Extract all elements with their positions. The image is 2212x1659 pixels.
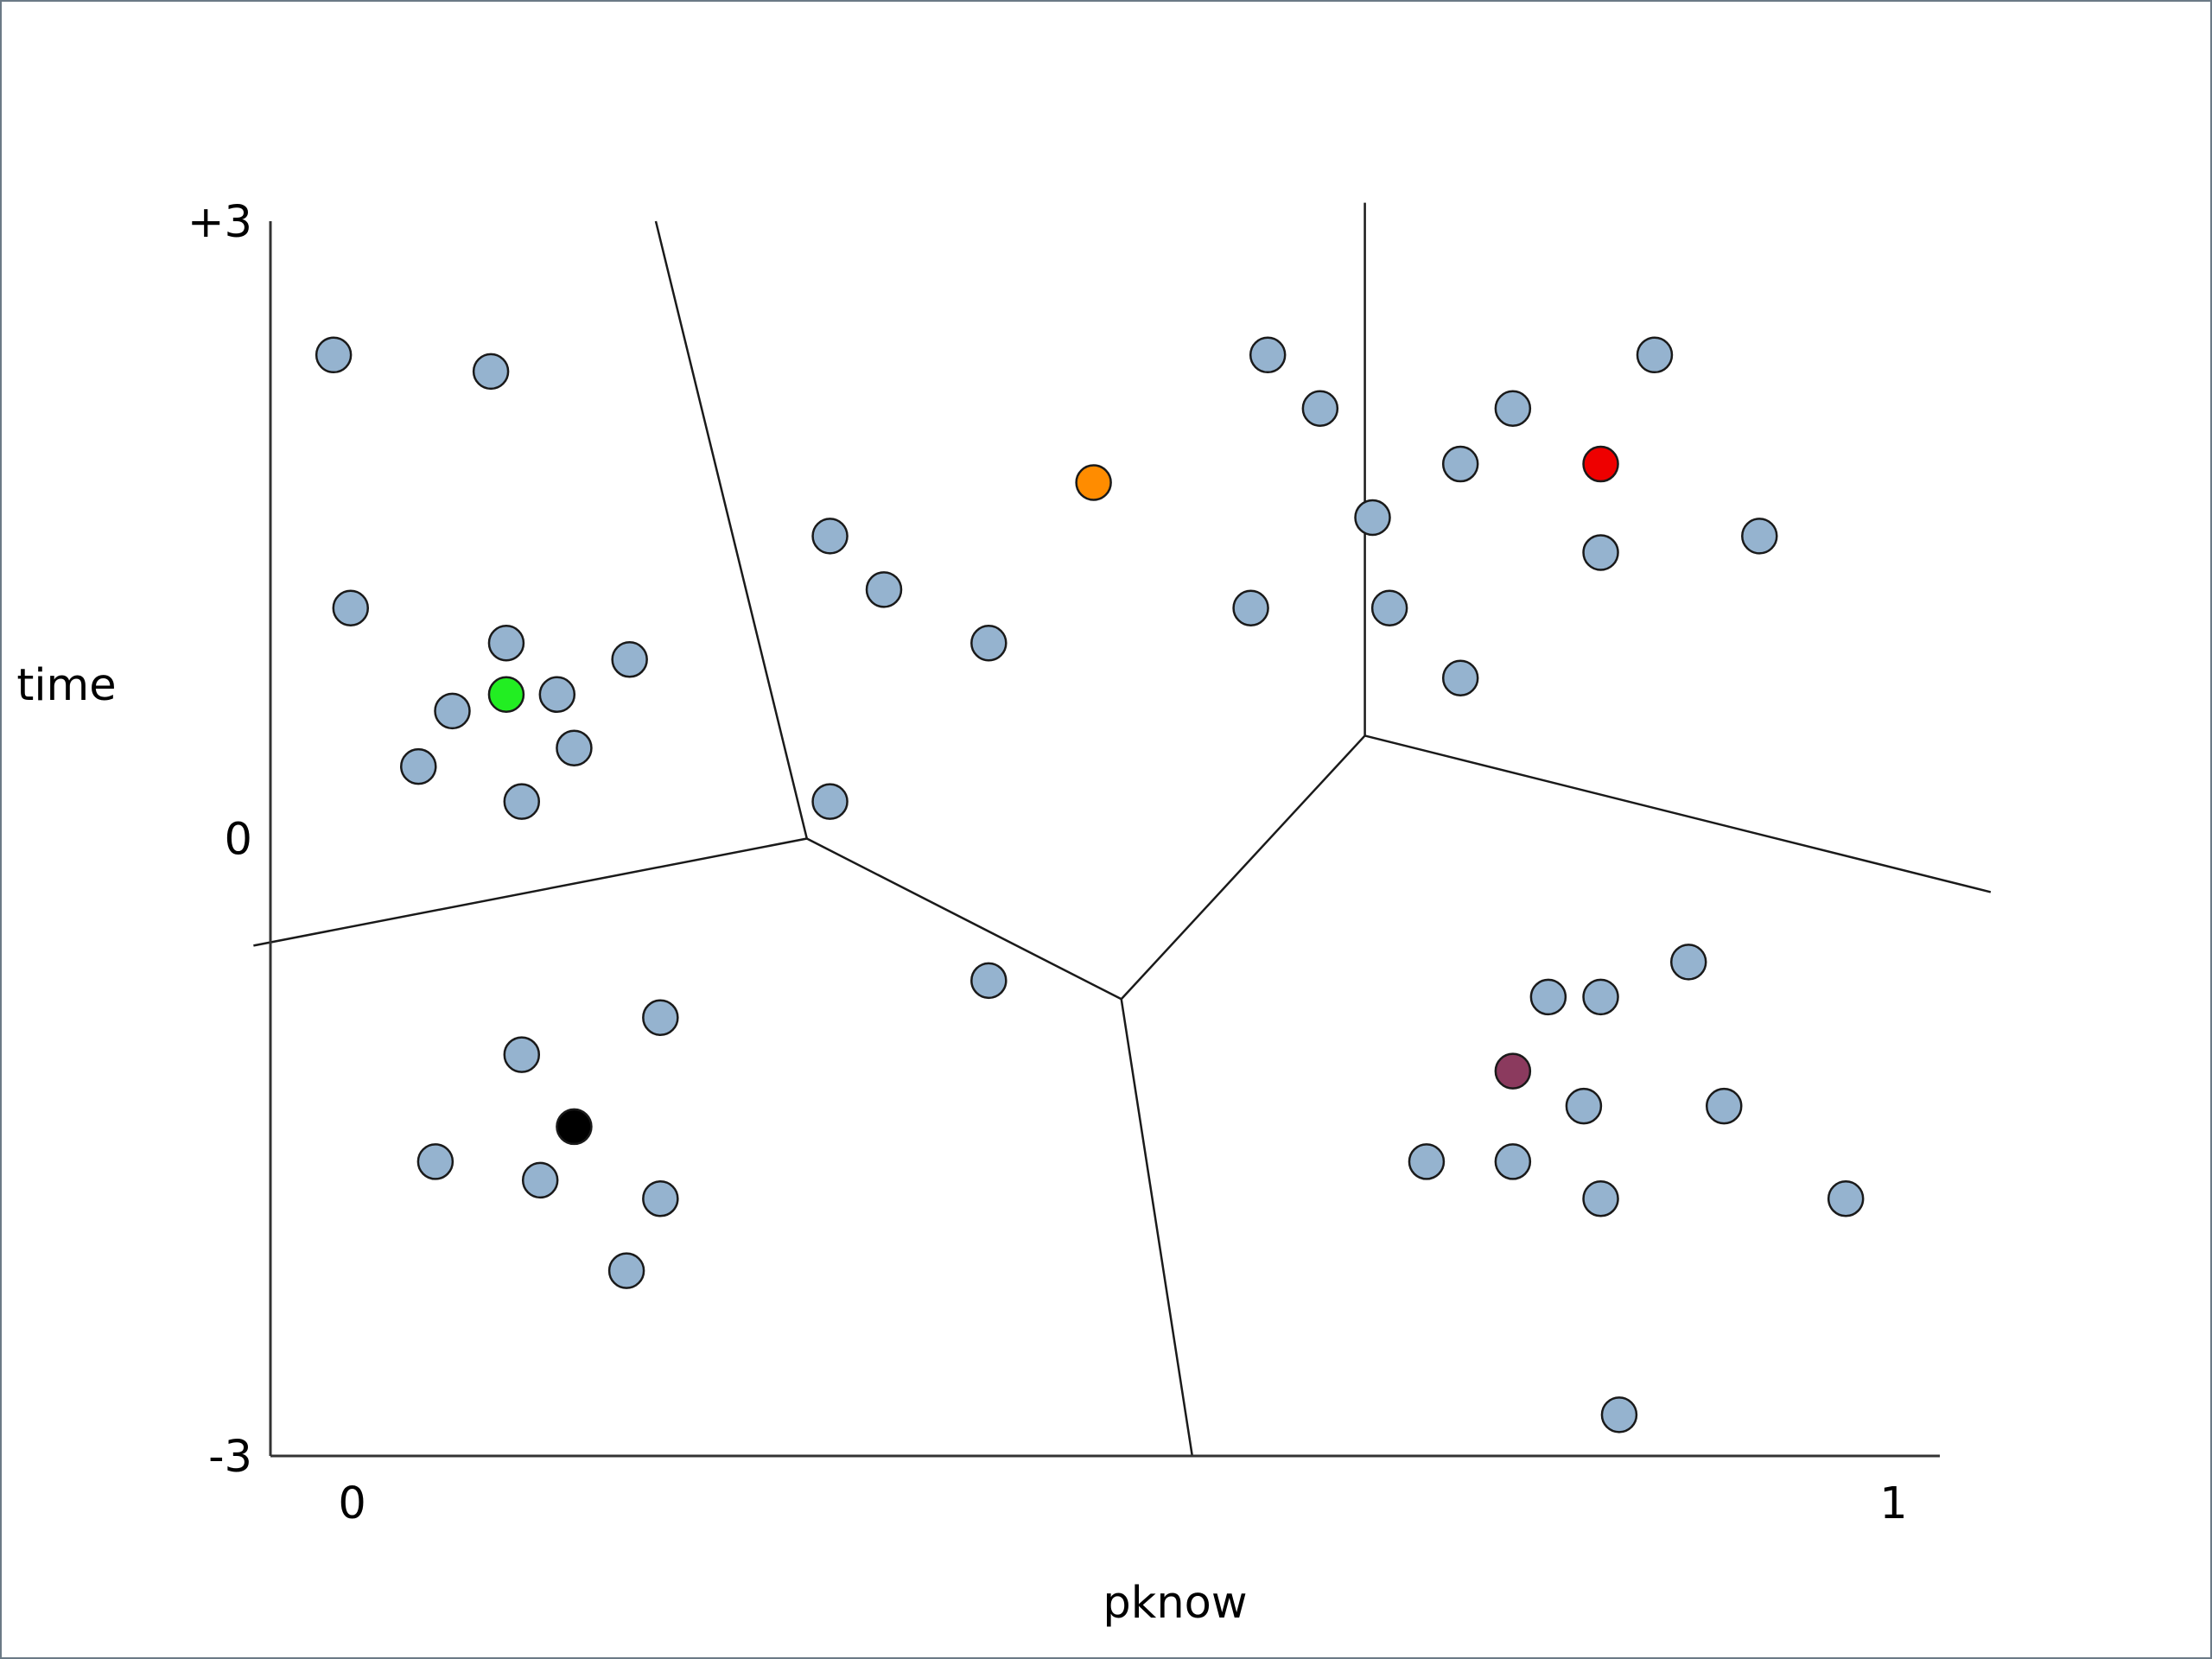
x-tick-label: 1 — [1879, 1478, 1907, 1529]
centroid-point — [556, 1108, 593, 1146]
centroid-point — [487, 676, 525, 714]
x-axis-label: pknow — [1103, 1578, 1247, 1629]
data-point — [1600, 1396, 1638, 1433]
y-tick-label: -3 — [208, 1432, 252, 1483]
data-point — [1249, 336, 1287, 374]
boundary-line-3 — [1120, 999, 1194, 1457]
data-point — [1494, 390, 1532, 427]
centroid-point — [1582, 445, 1619, 483]
data-point — [556, 729, 593, 766]
data-point — [1827, 1180, 1865, 1217]
centroid-point — [1075, 464, 1112, 501]
data-point — [1232, 589, 1269, 627]
data-point — [472, 353, 510, 391]
boundary-line-1 — [253, 837, 808, 947]
voronoi-boundaries — [253, 202, 1992, 1457]
data-point — [1705, 1087, 1743, 1125]
data-points — [315, 336, 1865, 1433]
data-point — [611, 641, 648, 678]
data-point — [315, 336, 353, 374]
axes — [269, 221, 1940, 1458]
data-point — [1636, 336, 1674, 374]
data-point — [1408, 1143, 1446, 1180]
data-point — [811, 518, 849, 555]
y-tick-label: +3 — [188, 197, 252, 248]
data-point — [400, 747, 437, 785]
data-point — [1354, 499, 1391, 537]
data-point — [811, 783, 849, 820]
cluster-centroids — [487, 445, 1619, 1146]
boundary-line-0 — [654, 220, 809, 839]
data-point — [503, 1036, 541, 1073]
data-point — [642, 1180, 679, 1217]
y-tick-label: 0 — [225, 815, 252, 866]
data-point — [1441, 659, 1479, 696]
data-point — [970, 962, 1007, 1000]
data-point — [1582, 534, 1619, 571]
data-point — [1582, 978, 1619, 1016]
data-point — [1669, 944, 1707, 981]
data-point — [416, 1143, 454, 1180]
data-point — [332, 589, 370, 627]
data-point — [865, 571, 903, 608]
data-point — [970, 624, 1007, 662]
data-point — [538, 676, 576, 714]
boundary-line-6 — [1364, 734, 1992, 893]
x-tick-label: 0 — [338, 1478, 365, 1529]
boundary-line-2 — [806, 837, 1122, 1001]
data-point — [1529, 978, 1567, 1016]
y-axis-label: time — [16, 660, 116, 711]
data-point — [1301, 390, 1339, 427]
data-point — [1565, 1087, 1603, 1125]
data-point — [607, 1252, 645, 1289]
tick-labels: +3 0 -3 0 1 — [188, 197, 1908, 1529]
data-point — [521, 1161, 559, 1199]
data-point — [1582, 1180, 1619, 1217]
boundary-line-4 — [1120, 734, 1366, 1001]
centroid-point — [1494, 1052, 1532, 1090]
data-point — [1494, 1143, 1532, 1180]
data-point — [487, 624, 525, 662]
data-point — [1370, 589, 1408, 627]
data-point — [642, 999, 679, 1036]
data-point — [1441, 445, 1479, 483]
data-point — [434, 692, 471, 730]
data-point — [503, 783, 541, 820]
data-point — [1741, 518, 1778, 555]
